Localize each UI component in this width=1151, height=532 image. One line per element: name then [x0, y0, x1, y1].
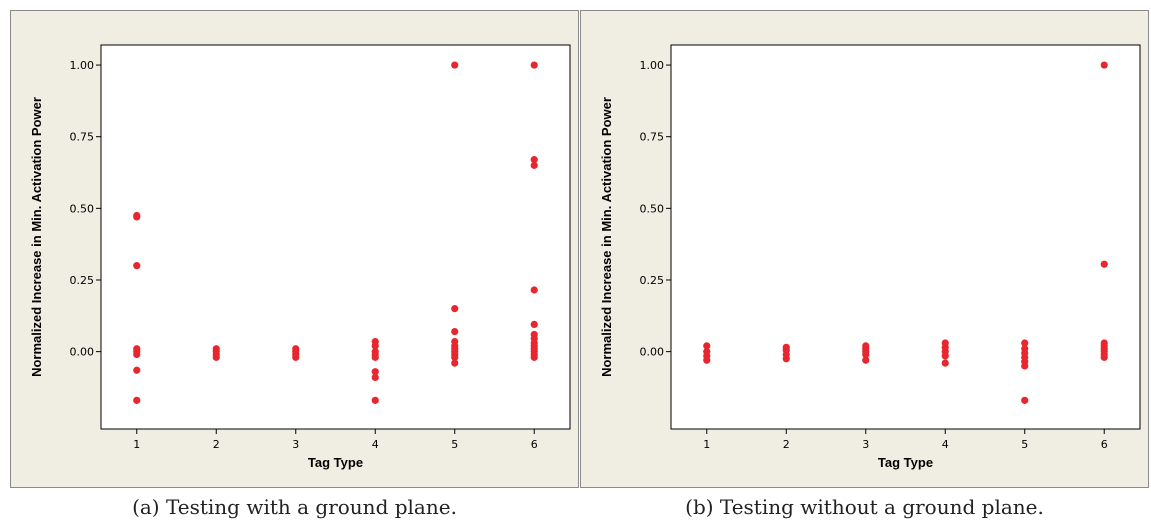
- scatter-point: [133, 366, 141, 374]
- scatter-point: [451, 353, 459, 361]
- scatter-point: [1021, 362, 1029, 370]
- scatter-point: [371, 353, 379, 361]
- scatter-point: [782, 355, 790, 363]
- scatter-point: [1021, 339, 1029, 347]
- x-tick-label: 5: [451, 438, 458, 451]
- x-tick-label: 5: [1021, 438, 1028, 451]
- caption-a: (a) Testing with a ground plane.: [132, 495, 457, 519]
- plot-area: [670, 44, 1141, 430]
- x-tick-label: 1: [703, 438, 710, 451]
- scatter-point: [862, 356, 870, 364]
- y-tick-label: 1.00: [70, 59, 95, 72]
- x-tick-label: 3: [292, 438, 299, 451]
- y-tick-label: 0.50: [70, 202, 95, 215]
- scatter-point: [371, 373, 379, 382]
- scatter-point: [530, 286, 538, 294]
- scatter-point: [530, 353, 538, 361]
- chart-panel-b: 0.00 0.25 0.50 0.75 1.00 1 2 3 4 5 6 Tag Type Normal…: [580, 10, 1149, 488]
- scatter-point: [1100, 61, 1108, 69]
- y-axis-title: Normalized Increase in Min. Activation P…: [599, 97, 614, 377]
- y-tick-label: 0.00: [70, 346, 95, 359]
- scatter-point: [530, 161, 538, 169]
- x-axis-title: Tag Type: [878, 455, 933, 470]
- x-axis-title: Tag Type: [308, 455, 363, 470]
- x-tick-label: 2: [213, 438, 220, 451]
- plot-area: [100, 44, 571, 430]
- scatter-point: [133, 262, 141, 270]
- scatter-point: [862, 350, 870, 359]
- scatter-point: [133, 213, 141, 221]
- x-tick-label: 4: [942, 438, 949, 451]
- scatter-point: [1100, 353, 1108, 361]
- scatter-point: [941, 352, 949, 360]
- scatter-point: [703, 342, 711, 350]
- scatter-point: [212, 353, 220, 361]
- scatter-point: [133, 350, 141, 359]
- scatter-plot-b: 0.00 0.25 0.50 0.75 1.00 1 2 3 4 5 6 Tag Type Normal…: [599, 44, 1141, 470]
- scatter-point: [1100, 260, 1108, 268]
- y-tick-label: 0.75: [70, 131, 95, 144]
- scatter-point: [451, 359, 459, 367]
- scatter-point: [530, 61, 538, 69]
- y-tick-label: 0.75: [640, 131, 665, 144]
- scatter-point: [451, 305, 459, 313]
- scatter-point: [371, 368, 379, 376]
- scatter-point: [292, 353, 300, 361]
- x-tick-label: 1: [133, 438, 140, 451]
- scatter-point: [703, 356, 711, 364]
- scatter-point: [371, 342, 379, 350]
- scatter-point: [451, 61, 459, 69]
- y-tick-label: 0.25: [640, 274, 665, 287]
- y-axis-title: Normalized Increase in Min. Activation P…: [29, 97, 44, 377]
- x-tick-label: 6: [531, 438, 538, 451]
- scatter-point: [530, 320, 538, 329]
- y-tick-label: 0.00: [640, 346, 665, 359]
- x-tick-label: 2: [783, 438, 790, 451]
- scatter-point: [530, 156, 538, 164]
- x-tick-label: 6: [1101, 438, 1108, 451]
- scatter-point: [371, 396, 379, 404]
- scatter-point: [1021, 396, 1029, 404]
- y-tick-label: 0.25: [70, 274, 95, 287]
- y-tick-label: 0.50: [640, 202, 665, 215]
- scatter-point: [133, 396, 141, 404]
- y-tick-label: 1.00: [640, 59, 665, 72]
- x-tick-label: 3: [862, 438, 869, 451]
- caption-b: (b) Testing without a ground plane.: [685, 495, 1044, 519]
- scatter-plot-a: 0.00 0.25 0.50 0.75 1.00 1 2 3 4 5 6 Tag Type Normal…: [29, 44, 571, 470]
- x-tick-label: 4: [372, 438, 379, 451]
- chart-panel-a: 0.00 0.25 0.50 0.75 1.00 1 2 3 4 5 6 Tag Type Normal…: [10, 10, 579, 488]
- scatter-point: [451, 327, 459, 336]
- scatter-point: [941, 359, 949, 367]
